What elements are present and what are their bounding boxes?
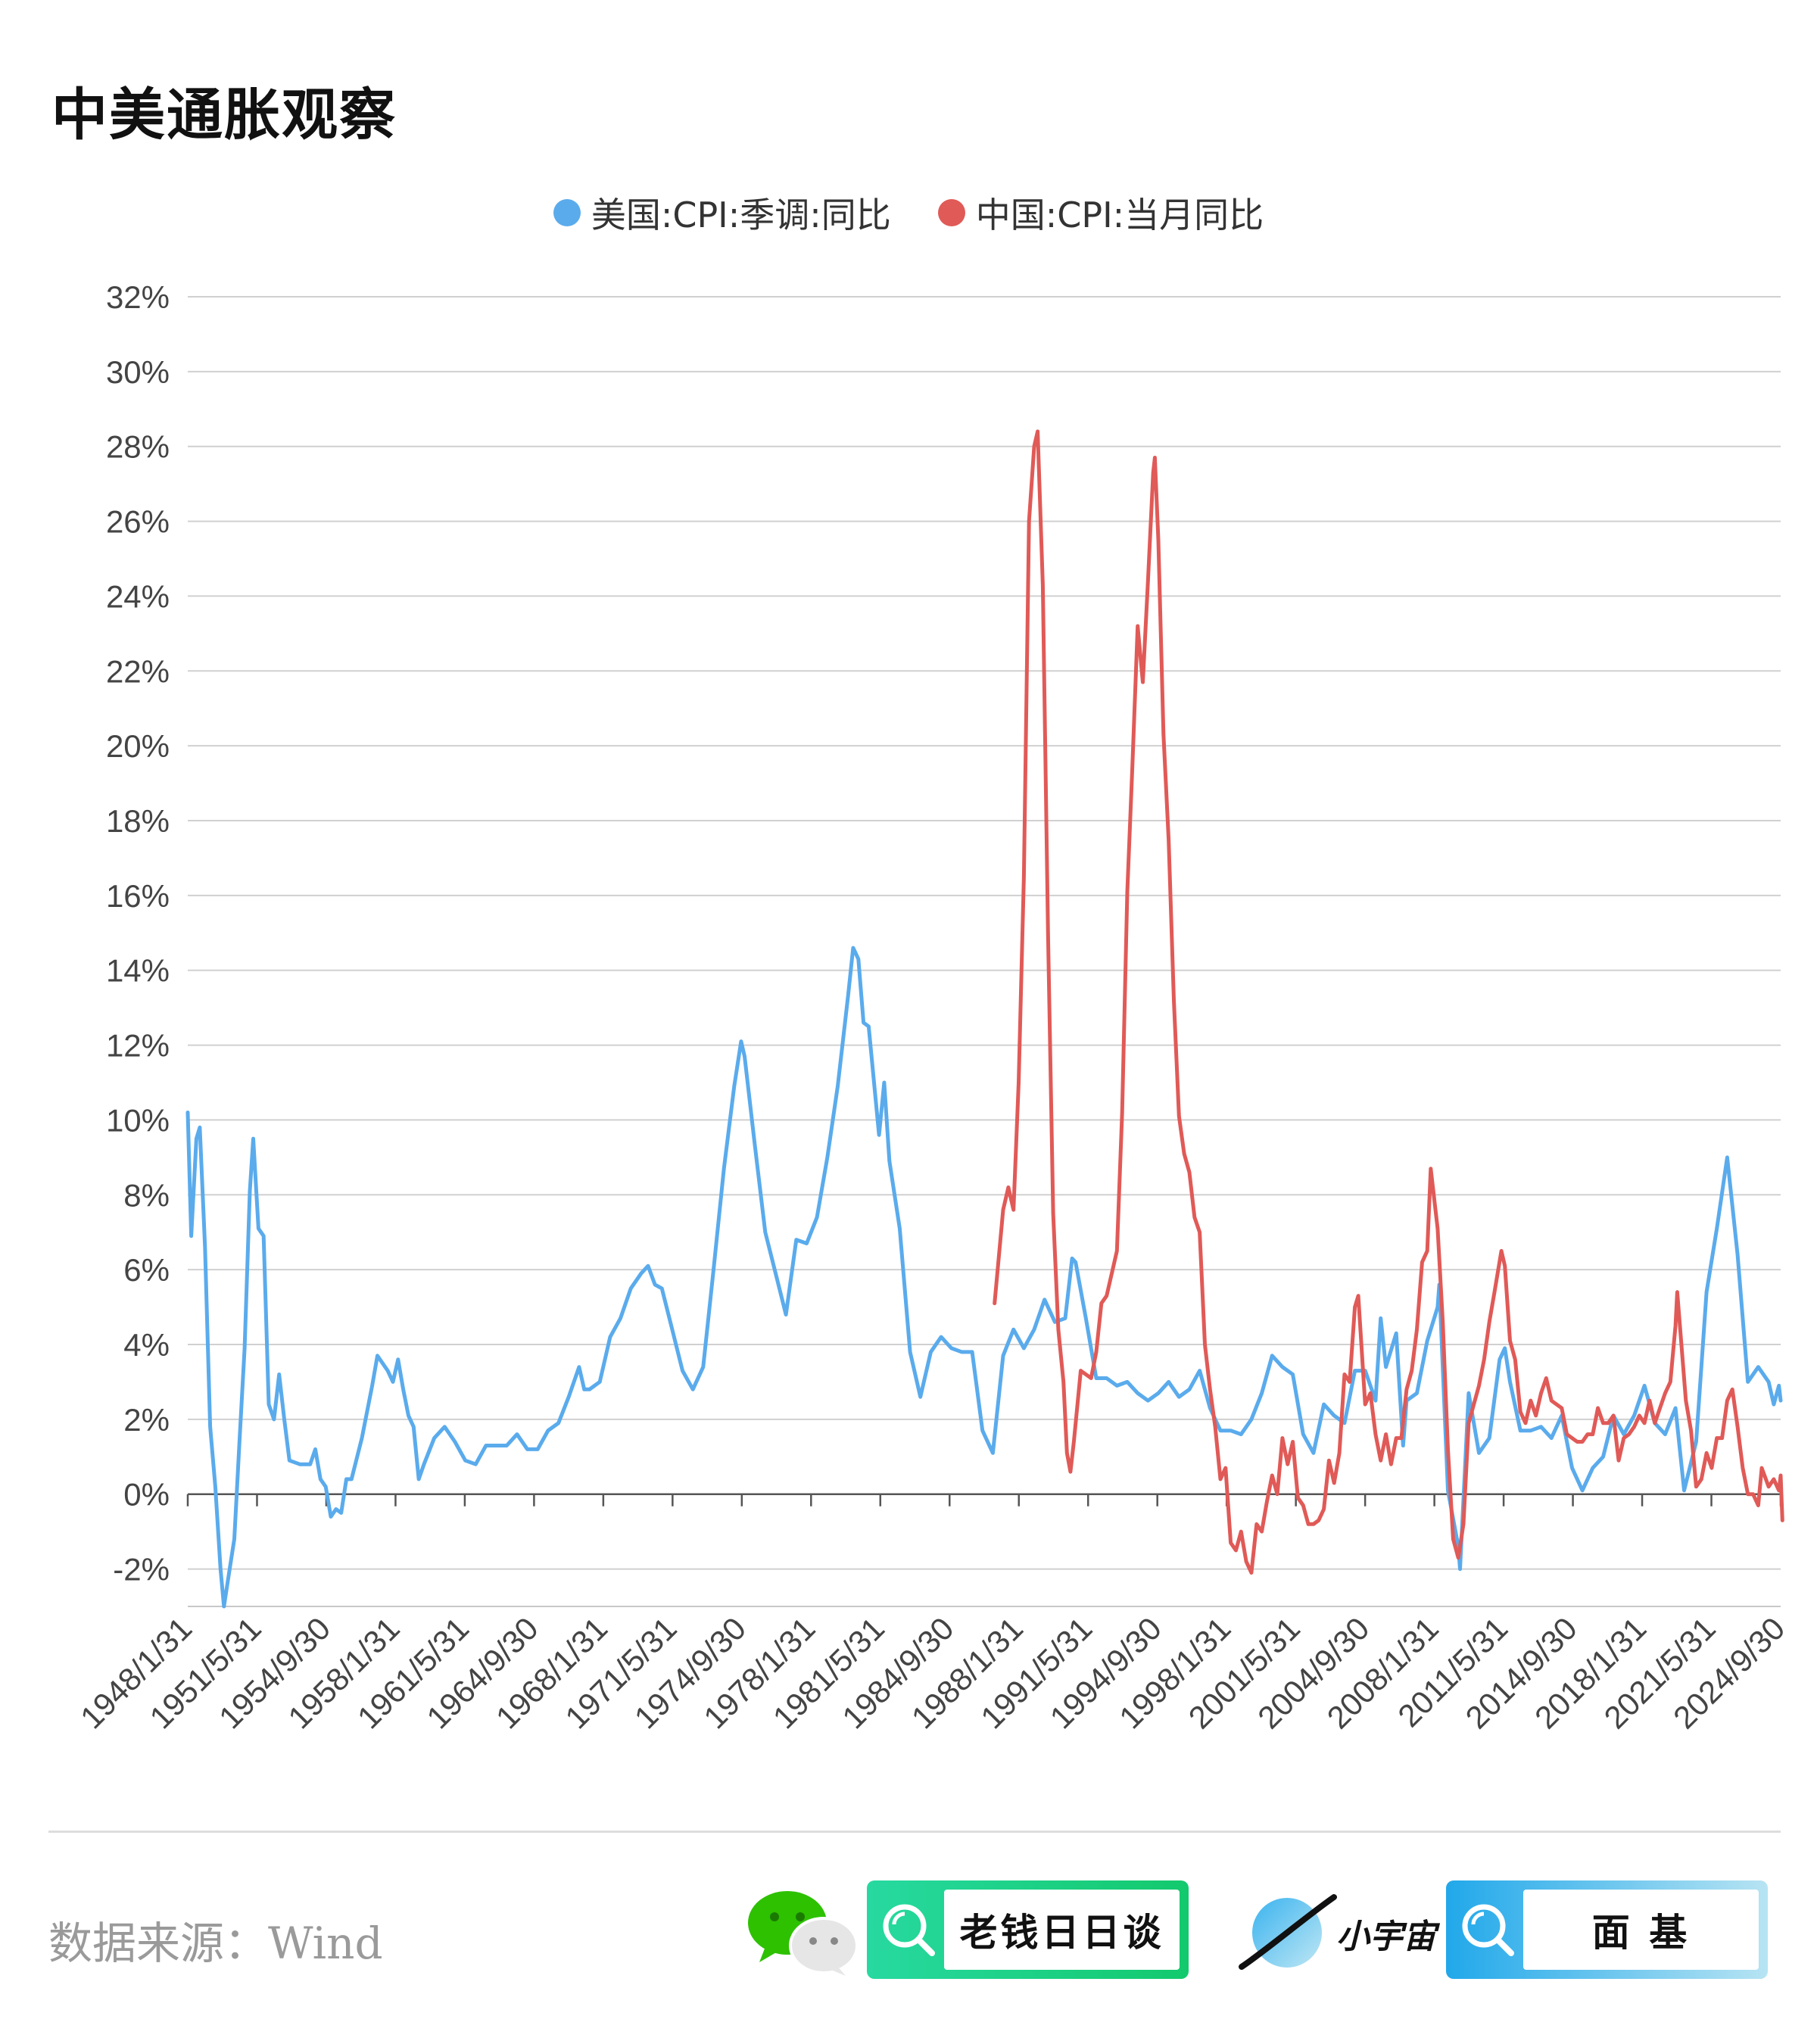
- legend-item-china[interactable]: 中国:CPI:当月同比: [937, 188, 1264, 238]
- y-tick-label: 22%: [106, 653, 170, 689]
- universe-search-text: 面 基: [1523, 1890, 1759, 1970]
- y-tick-label: 18%: [106, 803, 170, 839]
- legend-marker-us: [553, 199, 581, 226]
- legend-item-us[interactable]: 美国:CPI:季调:同比: [553, 188, 891, 238]
- universe-search-box[interactable]: 面 基: [1446, 1880, 1768, 1979]
- planet-logo-icon: [1239, 1894, 1337, 1970]
- y-tick-label: 24%: [106, 578, 170, 614]
- wechat-search-box[interactable]: 老钱日日谈: [867, 1880, 1189, 1979]
- brand-name: 小宇宙: [1336, 1918, 1436, 1956]
- y-tick-label: 4%: [123, 1327, 170, 1363]
- wechat-search-text: 老钱日日谈: [944, 1890, 1180, 1970]
- y-tick-label: 14%: [106, 953, 170, 989]
- series-line-us: [185, 946, 1783, 1609]
- line-chart: -2% 0% 2% 4% 6% 8% 10% 12% 14% 16% 18% 20% 22% 24% 26%…: [73, 279, 1791, 1735]
- y-tick-label: 12%: [106, 1028, 170, 1064]
- y-tick-label: 10%: [106, 1102, 170, 1138]
- y-tick-label: 28%: [106, 429, 170, 465]
- legend-marker-china: [937, 199, 965, 226]
- y-tick-label: 20%: [106, 728, 170, 764]
- y-tick-label: -2%: [113, 1552, 170, 1588]
- series-line-china: [993, 429, 1784, 1575]
- footer-divider: [48, 1831, 1781, 1833]
- page-title: 中美通胀观察: [51, 83, 397, 148]
- y-tick-label: 8%: [123, 1177, 170, 1213]
- chart-legend: 美国:CPI:季调:同比 中国:CPI:当月同比: [0, 188, 1817, 238]
- y-tick-label: 0%: [123, 1477, 170, 1513]
- y-tick-label: 16%: [106, 878, 170, 914]
- y-tick-label: 6%: [123, 1252, 170, 1288]
- y-tick-label: 2%: [123, 1402, 170, 1438]
- y-tick-label: 26%: [106, 504, 170, 540]
- y-tick-label: 30%: [106, 354, 170, 390]
- legend-label-china: 中国:CPI:当月同比: [975, 195, 1264, 235]
- search-icon: [1462, 1904, 1514, 1956]
- data-source: 数据来源：Wind: [48, 1918, 383, 1969]
- legend-label-us: 美国:CPI:季调:同比: [591, 195, 891, 235]
- y-tick-label: 32%: [106, 279, 170, 315]
- wechat-icon: [748, 1891, 859, 1976]
- search-icon: [883, 1904, 935, 1956]
